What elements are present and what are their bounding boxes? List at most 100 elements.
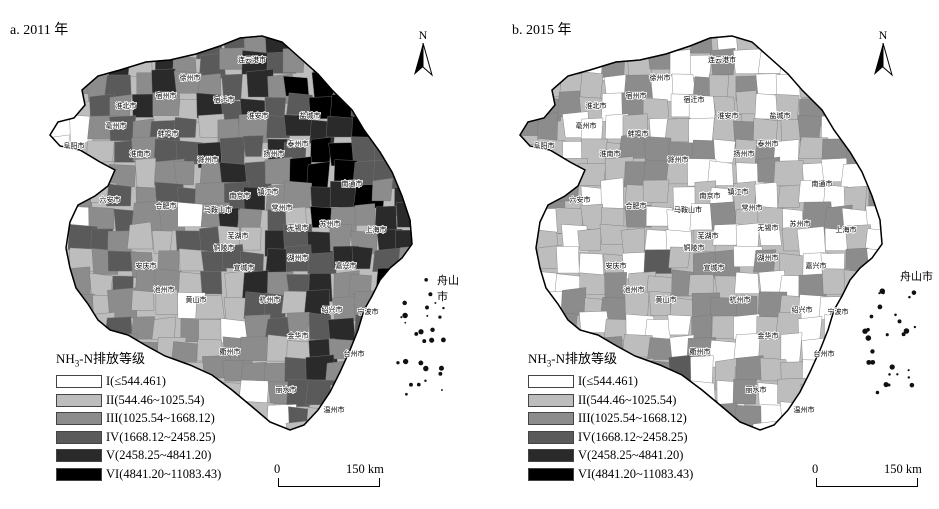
county-region	[68, 316, 94, 345]
city-label: 淮北市	[586, 101, 607, 110]
city-label: 温州市	[324, 405, 345, 414]
island	[440, 337, 446, 343]
panel-title: a. 2011 年	[10, 23, 69, 38]
city-label: 淮北市	[116, 101, 137, 110]
city-label: 上海市	[836, 225, 857, 234]
county-region	[775, 36, 807, 56]
county-region	[378, 379, 408, 406]
city-label: 南京市	[700, 191, 721, 200]
county-region	[773, 160, 804, 187]
county-region	[520, 289, 545, 312]
legend-swatch	[56, 430, 102, 444]
county-region	[67, 161, 95, 186]
county-region	[886, 338, 915, 361]
county-region	[391, 270, 412, 295]
county-region	[351, 116, 381, 140]
county-region	[396, 140, 412, 169]
island	[866, 359, 872, 365]
panel-title: b. 2015 年	[512, 23, 572, 38]
county-region	[841, 425, 866, 430]
map-panel-2011: a. 2011 年 连云港市 徐州市 宿州市 淮北市 亳州市 宿迁市 淮安市 盐城市 蚌埠市 阜阳…	[0, 0, 469, 509]
legend-label: II(544.46~1025.54)	[106, 392, 205, 407]
city-label: 连云港市	[238, 55, 266, 64]
county-region	[671, 269, 694, 297]
city-label: 马鞍山市	[674, 205, 702, 214]
county-region	[392, 382, 412, 410]
county-region	[329, 36, 355, 50]
city-label: 台州市	[814, 349, 835, 358]
county-region	[107, 36, 139, 57]
county-region	[578, 252, 605, 276]
county-region	[349, 403, 376, 425]
county-region	[537, 112, 559, 141]
city-label: 台州市	[344, 349, 365, 358]
city-label: 湖州市	[758, 253, 779, 262]
city-label: 苏州市	[790, 219, 811, 228]
county-region	[354, 203, 376, 226]
county-region	[777, 426, 803, 430]
county-region	[194, 182, 228, 205]
county-region	[151, 68, 179, 93]
county-region	[286, 311, 311, 335]
county-region	[301, 424, 333, 430]
county-region	[222, 360, 244, 382]
island	[903, 328, 910, 334]
county-region	[397, 313, 412, 343]
county-region	[520, 48, 538, 77]
county-region	[842, 116, 867, 145]
island	[908, 295, 911, 299]
county-region	[283, 75, 310, 97]
city-label: 宿迁市	[684, 95, 705, 104]
county-region	[649, 36, 675, 49]
county-region	[131, 289, 155, 311]
legend-label: II(544.46~1025.54)	[578, 392, 677, 407]
island	[877, 304, 883, 310]
county-region	[372, 422, 398, 430]
city-label: 蚌埠市	[158, 129, 179, 138]
city-label: 绍兴市	[792, 305, 813, 314]
legend-label: VI(4841.20~11083.43)	[106, 466, 222, 481]
county-region	[819, 426, 843, 430]
county-region	[864, 228, 882, 252]
county-region	[200, 250, 227, 272]
city-label: 合肥市	[156, 201, 177, 210]
county-region	[667, 314, 692, 336]
island	[426, 314, 429, 317]
city-label: 泰州市	[758, 139, 779, 148]
legend-item: VI(4841.20~11083.43)	[528, 465, 758, 484]
island	[424, 278, 428, 282]
city-label: 无锡市	[758, 223, 779, 232]
island	[913, 325, 917, 329]
county-region	[818, 70, 844, 96]
island	[438, 365, 444, 371]
legend-swatch	[56, 393, 102, 407]
county-region	[372, 360, 400, 385]
county-region	[732, 378, 757, 405]
island	[424, 379, 427, 382]
county-region	[885, 358, 910, 380]
county-region	[863, 120, 882, 148]
city-label: 亳州市	[576, 121, 597, 130]
legend-label: I(≤544.461)	[106, 374, 166, 389]
island	[909, 382, 915, 388]
county-region	[371, 177, 394, 202]
county-region	[802, 359, 830, 381]
city-label: 宣城市	[704, 263, 725, 272]
legend-item: IV(1668.12~2458.25)	[528, 428, 758, 447]
county-region	[797, 424, 827, 430]
county-region	[156, 36, 185, 55]
legend-item: II(544.46~1025.54)	[56, 391, 286, 410]
legend-item: III(1025.54~1668.12)	[56, 410, 286, 429]
county-region	[690, 36, 713, 54]
island	[414, 332, 419, 336]
county-region	[838, 379, 865, 403]
county-region	[885, 384, 910, 410]
county-region	[579, 36, 608, 56]
county-region	[798, 71, 826, 98]
city-label: 杭州市	[730, 295, 751, 304]
county-region	[127, 221, 154, 250]
county-region	[50, 36, 68, 56]
legend-item: V(2458.25~4841.20)	[528, 447, 758, 466]
legend-item: I(≤544.461)	[56, 373, 286, 392]
county-region	[537, 75, 562, 97]
